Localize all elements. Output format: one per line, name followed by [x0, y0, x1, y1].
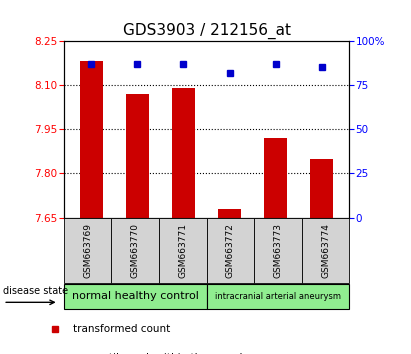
Text: GSM663773: GSM663773 [273, 223, 282, 278]
Bar [218, 209, 241, 218]
Text: GSM663769: GSM663769 [83, 223, 92, 278]
Bar [254, 218, 302, 283]
Bar [64, 218, 111, 283]
Bar [302, 218, 349, 283]
Title: GDS3903 / 212156_at: GDS3903 / 212156_at [122, 23, 291, 39]
Text: GSM663774: GSM663774 [321, 223, 330, 278]
Bar [264, 138, 287, 218]
Bar [206, 284, 349, 309]
Text: normal healthy control: normal healthy control [72, 291, 199, 302]
Bar [111, 218, 159, 283]
Text: disease state: disease state [3, 286, 68, 296]
Bar [159, 218, 206, 283]
Bar [206, 218, 254, 283]
Text: percentile rank within the sample: percentile rank within the sample [73, 353, 248, 354]
Text: GSM663771: GSM663771 [178, 223, 187, 278]
Bar [172, 88, 195, 218]
Bar [310, 159, 333, 218]
Text: GSM663770: GSM663770 [131, 223, 140, 278]
Text: GSM663772: GSM663772 [226, 223, 235, 278]
Bar [126, 94, 149, 218]
Text: transformed count: transformed count [73, 324, 170, 333]
Bar [64, 284, 206, 309]
Bar [80, 61, 103, 218]
Text: intracranial arterial aneurysm: intracranial arterial aneurysm [215, 292, 341, 301]
